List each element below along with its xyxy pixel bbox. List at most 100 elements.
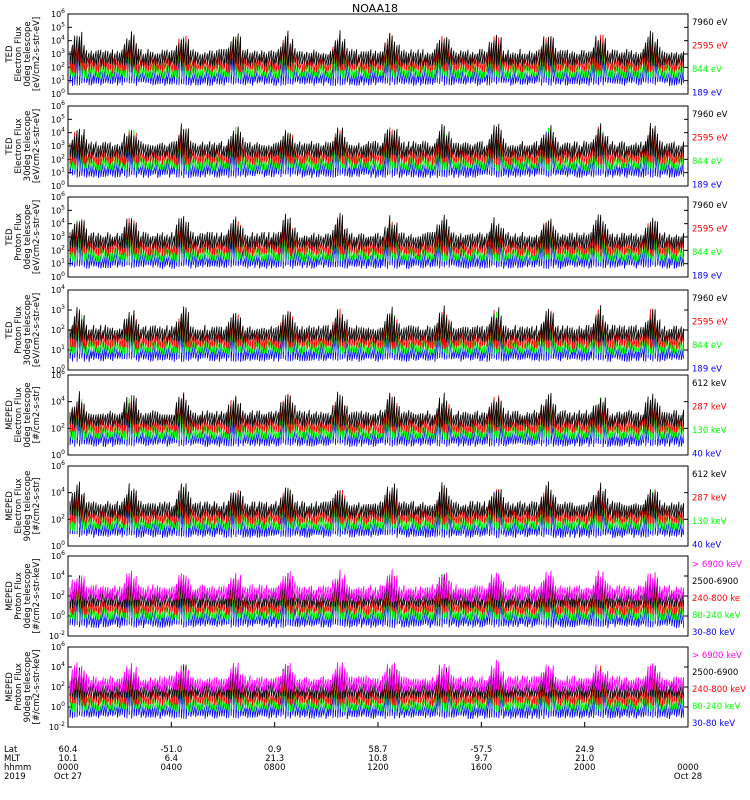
y-tick-label: 100 xyxy=(51,88,65,99)
legend-entry: 844 eV xyxy=(692,157,722,167)
legend-entry: 612 keV xyxy=(692,379,727,389)
legend-entry: 40 keV xyxy=(692,540,721,550)
y-axis-label: 0deg telescope xyxy=(23,204,33,269)
panel-6: 100 102 104 106 MEPED Electron Flux 90deg tele… xyxy=(5,460,727,551)
x-tick-label: 1200 xyxy=(367,763,389,773)
legend-entry: 287 keV xyxy=(692,402,727,412)
y-axis-label: [#/cm2-s-str-keV] xyxy=(32,559,42,634)
y-tick-label: 10-2 xyxy=(49,721,65,732)
x-tick-label: 9.7 xyxy=(475,754,489,764)
series-trace xyxy=(69,33,684,74)
x-tick-label: Oct 28 xyxy=(674,772,702,782)
x-tick-label: 0.9 xyxy=(268,745,282,755)
y-tick-label: 104 xyxy=(51,127,65,138)
y-tick-label: 100 xyxy=(51,701,65,712)
y-axis-label: 0deg telescope xyxy=(23,382,33,447)
x-row-label: Lat xyxy=(4,745,18,755)
panel-1: 100 101 102 103 104 105 106 TED Electron Flux 0de… xyxy=(5,8,728,99)
y-tick-label: 105 xyxy=(51,21,65,32)
y-axis-label: Proton Flux xyxy=(14,663,24,711)
x-tick-label: 2000 xyxy=(574,763,596,773)
y-tick-label: 104 xyxy=(51,218,65,229)
series-trace xyxy=(69,212,684,250)
series-trace xyxy=(69,305,684,343)
y-tick-label: 100 xyxy=(51,449,65,460)
series-trace xyxy=(69,30,684,67)
y-tick-label: 102 xyxy=(51,590,65,601)
y-tick-label: 101 xyxy=(51,75,65,86)
y-axis-label: MEPED xyxy=(5,491,15,521)
series-trace xyxy=(69,569,684,603)
y-axis-label: TED xyxy=(5,45,15,64)
series-trace xyxy=(69,391,684,428)
legend-entry: 130 keV xyxy=(692,517,727,527)
chart-title: NOAA18 xyxy=(352,2,398,15)
y-tick-label: 106 xyxy=(51,641,65,652)
x-tick-label: 10.1 xyxy=(59,754,78,764)
legend-entry: 189 eV xyxy=(692,88,722,98)
legend-entry: 612 keV xyxy=(692,470,727,480)
panel-4: 100 101 102 103 104 TED Proton Flux 30deg teles… xyxy=(5,284,728,375)
y-axis-label: 90deg telescope xyxy=(23,471,33,542)
panel-8: 10-2 100 102 104 106 MEPED Proton Flux 90deg te… xyxy=(5,641,746,732)
y-axis-label: [eV/cm2-s-str-eV] xyxy=(32,17,42,91)
y-axis-label: TED xyxy=(5,321,15,340)
y-axis-label: [#/cm2-s-str-keV] xyxy=(32,650,42,725)
y-axis-label: 30deg telescope xyxy=(23,295,33,366)
y-axis-label: MEPED xyxy=(5,581,15,611)
y-tick-label: 102 xyxy=(51,422,65,433)
x-tick-label: 0800 xyxy=(264,763,286,773)
legend-entry: 40 keV xyxy=(692,449,721,459)
y-tick-label: 106 xyxy=(51,8,65,19)
y-tick-label: 100 xyxy=(51,180,65,191)
x-tick-label: 10.8 xyxy=(369,754,388,764)
x-row-label: hhmm xyxy=(4,763,31,773)
y-tick-label: 100 xyxy=(51,271,65,282)
legend-entry: 7960 eV xyxy=(692,294,728,304)
y-tick-label: 101 xyxy=(51,258,65,269)
x-row-label: MLT xyxy=(4,754,21,764)
y-tick-label: 106 xyxy=(51,550,65,561)
panel-2: 100 101 102 103 104 105 106 TED Electron Flux 30d… xyxy=(5,100,728,191)
legend-entry: 2595 eV xyxy=(692,41,728,51)
y-axis-label: TED xyxy=(5,137,15,156)
x-row-label: 2019 xyxy=(4,772,26,782)
legend-entry: 7960 eV xyxy=(692,201,728,211)
legend-entry: 2595 eV xyxy=(692,224,728,234)
series-trace xyxy=(69,395,684,441)
legend-entry: 30-80 keV xyxy=(692,628,735,638)
series-trace xyxy=(69,577,684,622)
legend-entry: 2500-6900 xyxy=(692,668,738,678)
x-tick-label: 58.7 xyxy=(369,745,388,755)
legend-entry: 189 eV xyxy=(692,364,722,374)
y-tick-label: 103 xyxy=(51,304,65,315)
y-axis-label: MEPED xyxy=(5,672,15,702)
y-tick-label: 102 xyxy=(51,244,65,255)
legend-entry: 130 keV xyxy=(692,426,727,436)
y-axis-label: Electron Flux xyxy=(14,387,24,442)
series-trace xyxy=(69,220,684,270)
y-tick-label: 102 xyxy=(51,681,65,692)
legend-entry: 7960 eV xyxy=(692,110,728,120)
y-tick-label: 102 xyxy=(51,513,65,524)
y-tick-label: 103 xyxy=(51,48,65,59)
series-trace xyxy=(69,122,684,159)
y-tick-label: 104 xyxy=(51,661,65,672)
legend-entry: > 6900 keV xyxy=(692,560,742,570)
y-axis-label: [eV/cm2-s-str-eV] xyxy=(32,109,42,183)
y-tick-label: 10-2 xyxy=(49,630,65,641)
y-axis-label: [eV/cm2-s-str-eV] xyxy=(32,293,42,367)
y-axis-label: 90deg telescope xyxy=(23,652,33,723)
series-trace xyxy=(69,481,684,519)
y-tick-label: 103 xyxy=(51,140,65,151)
panel-7: 10-2 100 102 104 106 MEPED Proton Flux 0deg tel… xyxy=(5,550,742,641)
x-tick-label: 0000 xyxy=(677,763,699,773)
y-axis-label: Electron Flux xyxy=(14,478,24,533)
y-axis-label: [#/cm2-s-str] xyxy=(32,478,42,535)
y-axis-label: Proton Flux xyxy=(14,306,24,354)
y-tick-label: 100 xyxy=(51,610,65,621)
x-tick-label: 0400 xyxy=(161,763,183,773)
series-trace xyxy=(69,486,684,532)
